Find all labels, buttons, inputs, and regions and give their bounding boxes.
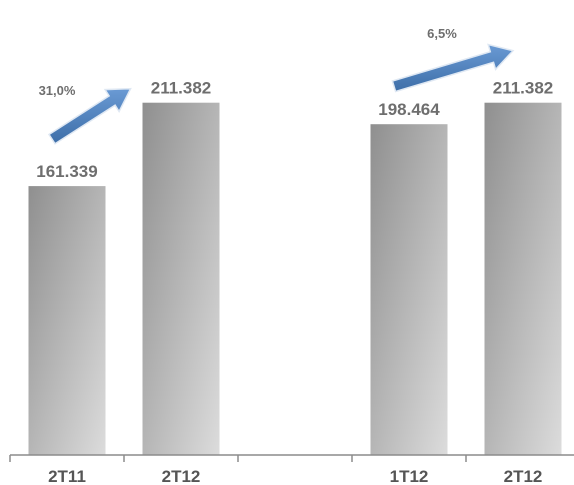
x-tick-label-3: 1T12 xyxy=(390,467,429,485)
data-label-3: 198.464 xyxy=(378,100,440,119)
growth-arrows: 31,0% 6,5% xyxy=(39,26,515,145)
data-label-4: 211.382 xyxy=(493,79,554,98)
growth-label-0: 31,0% xyxy=(39,83,76,98)
data-label-0: 161.339 xyxy=(36,162,97,181)
growth-arrow-1 xyxy=(391,43,515,93)
bar-3 xyxy=(370,124,448,455)
bar-4 xyxy=(484,102,562,455)
bars-layer: 161.339 211.382 198.464 211.382 xyxy=(28,79,562,455)
x-tick-label-0: 2T11 xyxy=(48,467,86,485)
bar-0 xyxy=(28,186,106,455)
growth-label-1: 6,5% xyxy=(427,26,457,41)
x-axis: 2T11 2T12 1T12 2T12 xyxy=(9,454,574,485)
growth-arrow-0 xyxy=(47,87,132,145)
data-label-1: 211.382 xyxy=(151,79,212,98)
x-tick-label-1: 2T12 xyxy=(162,467,201,485)
x-tick-label-4: 2T12 xyxy=(504,467,543,485)
bar-1 xyxy=(142,102,220,455)
